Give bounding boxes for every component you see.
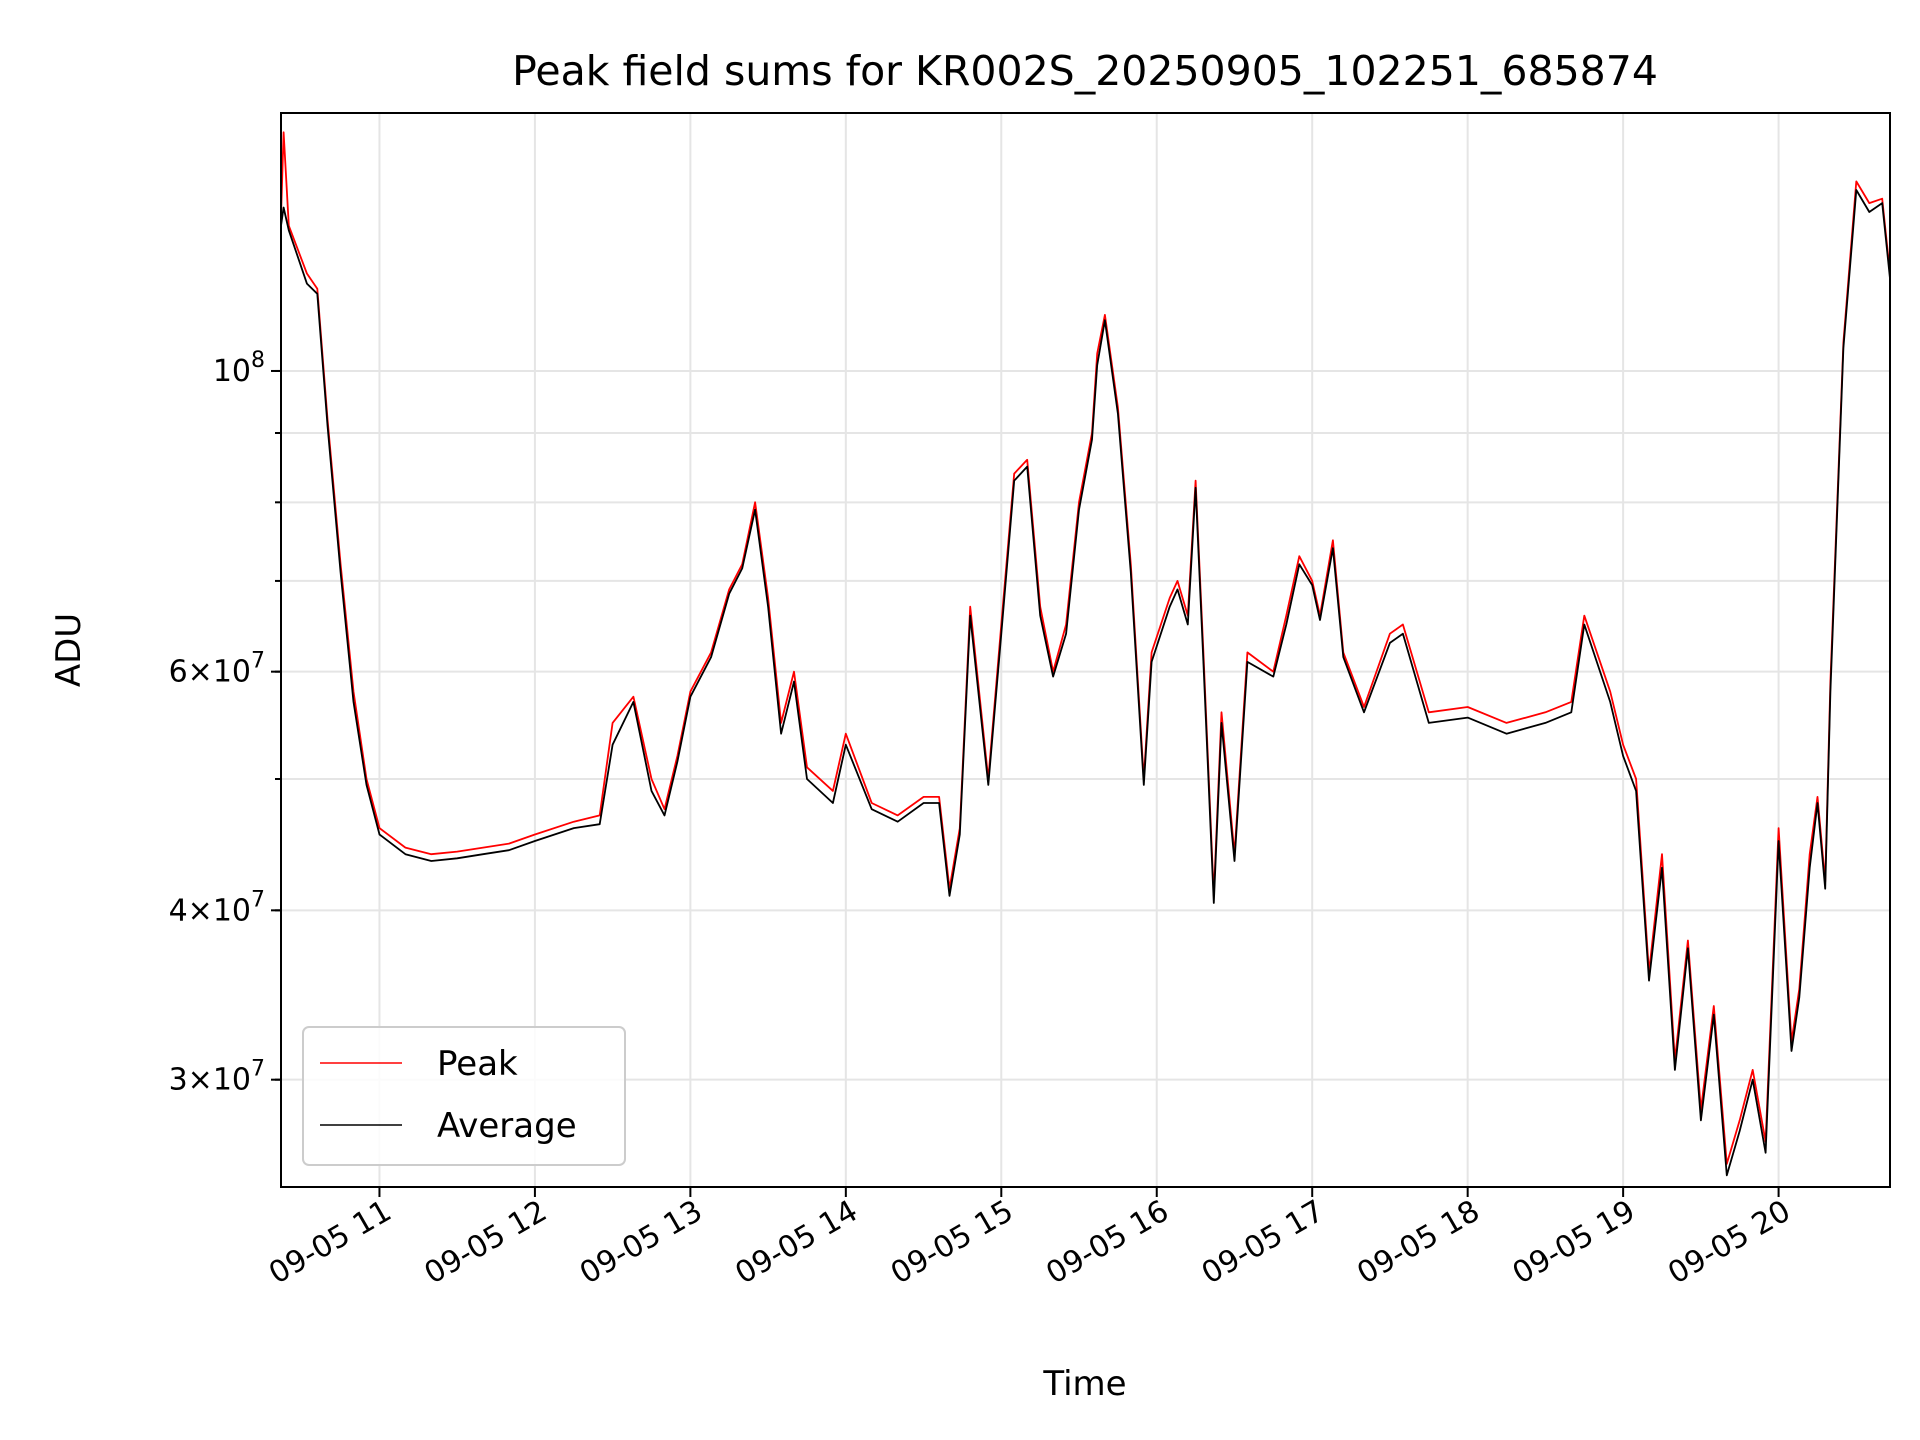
y-tick-mantissa: 3 [169,1063,188,1098]
x-tick-label: 09-05 18 [1351,1194,1485,1292]
legend-label-average: Average [437,1106,577,1146]
x-tick-label: 09-05 20 [1662,1194,1796,1292]
y-tick-base: 10 [213,354,251,389]
y-tick-times: × [188,655,213,690]
y-tick-exponent: 8 [251,348,265,373]
series-line-average [281,189,1890,1177]
y-tick-times: × [188,1063,213,1098]
series-layer [281,131,1890,1177]
y-tick-label: 6×107 [169,649,265,690]
grid [281,113,1890,1187]
y-tick-mantissa: 4 [169,893,188,928]
y-tick-label: 3×107 [169,1057,265,1098]
y-tick-times: × [188,893,213,928]
legend: Peak Average [302,1026,626,1166]
x-axis-ticks: 09-05 11 09-05 12 09-05 13 09-05 14 09-05 15… [263,1187,1797,1292]
x-tick-label: 09-05 16 [1040,1194,1174,1292]
y-tick-exponent: 7 [251,649,265,674]
plot-frame [280,112,1891,1188]
x-tick-label: 09-05 12 [419,1194,553,1292]
y-tick-exponent: 7 [251,887,265,912]
x-tick-label: 09-05 19 [1507,1194,1641,1292]
y-tick-base: 10 [213,893,251,928]
y-tick-mantissa: 6 [169,655,188,690]
y-tick-label: 4×107 [169,887,265,928]
chart-title: Peak field sums for KR002S_20250905_1022… [512,47,1658,95]
series-line-peak [281,131,1890,1165]
x-tick-label: 09-05 17 [1196,1194,1330,1292]
y-tick-base: 10 [213,1063,251,1098]
y-axis-label: ADU [49,613,89,687]
x-tick-label: 09-05 11 [263,1194,397,1292]
legend-label-peak: Peak [437,1044,518,1084]
x-tick-label: 09-05 15 [885,1194,1019,1292]
x-tick-label: 09-05 13 [574,1194,708,1292]
legend-box [302,1026,626,1166]
x-axis-label: Time [1042,1364,1126,1404]
y-tick-base: 10 [213,655,251,690]
y-tick-exponent: 7 [251,1057,265,1082]
x-tick-label: 09-05 14 [730,1194,864,1292]
y-tick-label: 108 [213,348,265,389]
